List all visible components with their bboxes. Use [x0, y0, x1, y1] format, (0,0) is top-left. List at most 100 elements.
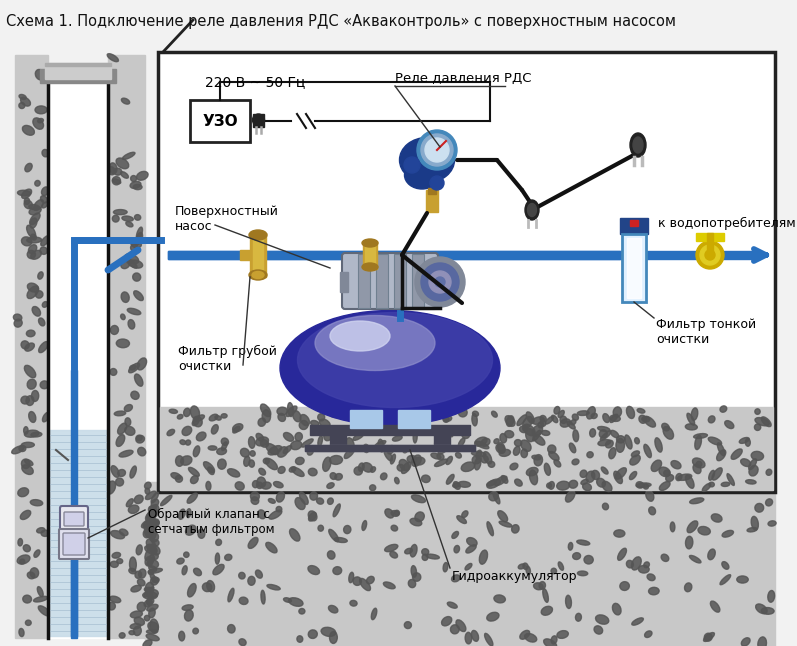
Ellipse shape	[125, 426, 135, 435]
Ellipse shape	[145, 557, 153, 566]
Ellipse shape	[228, 589, 234, 602]
Ellipse shape	[21, 396, 29, 404]
Ellipse shape	[380, 473, 387, 480]
Ellipse shape	[577, 411, 589, 415]
Ellipse shape	[487, 479, 501, 488]
Ellipse shape	[22, 443, 34, 448]
Ellipse shape	[206, 481, 211, 490]
Ellipse shape	[188, 468, 199, 476]
Ellipse shape	[144, 616, 150, 621]
Ellipse shape	[523, 417, 532, 428]
Ellipse shape	[37, 587, 43, 597]
Ellipse shape	[330, 428, 337, 435]
Ellipse shape	[461, 462, 475, 472]
Ellipse shape	[112, 176, 120, 185]
Ellipse shape	[581, 479, 588, 484]
Ellipse shape	[308, 566, 320, 574]
Ellipse shape	[353, 433, 364, 441]
Ellipse shape	[755, 503, 764, 512]
Ellipse shape	[12, 446, 24, 453]
Ellipse shape	[552, 415, 558, 422]
Ellipse shape	[693, 464, 701, 474]
Ellipse shape	[22, 465, 33, 474]
Ellipse shape	[22, 189, 32, 198]
Ellipse shape	[233, 424, 243, 432]
Ellipse shape	[38, 318, 45, 326]
Ellipse shape	[120, 172, 128, 178]
Circle shape	[421, 263, 459, 301]
Ellipse shape	[450, 625, 459, 634]
Bar	[630, 220, 638, 226]
Ellipse shape	[328, 551, 335, 559]
Ellipse shape	[603, 503, 609, 510]
Ellipse shape	[139, 569, 146, 578]
Ellipse shape	[415, 415, 425, 426]
Ellipse shape	[250, 451, 255, 456]
Ellipse shape	[551, 636, 557, 644]
Ellipse shape	[748, 459, 756, 470]
Ellipse shape	[391, 510, 399, 516]
Ellipse shape	[659, 481, 670, 490]
Ellipse shape	[183, 605, 193, 610]
Ellipse shape	[577, 540, 590, 545]
Ellipse shape	[300, 415, 309, 426]
Ellipse shape	[649, 507, 656, 515]
Ellipse shape	[295, 433, 302, 441]
Ellipse shape	[125, 418, 131, 426]
Ellipse shape	[655, 438, 662, 452]
Ellipse shape	[122, 216, 133, 221]
Ellipse shape	[288, 402, 293, 417]
Ellipse shape	[328, 605, 338, 613]
Ellipse shape	[22, 459, 30, 468]
Ellipse shape	[24, 426, 28, 434]
Ellipse shape	[749, 465, 758, 476]
Ellipse shape	[129, 260, 143, 268]
Ellipse shape	[133, 627, 141, 636]
Bar	[305, 445, 475, 451]
Ellipse shape	[261, 404, 271, 417]
Ellipse shape	[26, 396, 34, 406]
Ellipse shape	[363, 463, 372, 472]
Ellipse shape	[318, 413, 324, 421]
Ellipse shape	[446, 474, 454, 484]
Ellipse shape	[217, 448, 226, 455]
Ellipse shape	[533, 583, 543, 590]
Ellipse shape	[689, 556, 701, 563]
Ellipse shape	[153, 578, 159, 583]
Ellipse shape	[238, 572, 245, 579]
Ellipse shape	[143, 640, 152, 646]
Ellipse shape	[330, 473, 336, 479]
Ellipse shape	[261, 482, 271, 489]
Ellipse shape	[145, 530, 153, 538]
Bar	[253, 235, 263, 275]
Ellipse shape	[671, 461, 681, 469]
Ellipse shape	[261, 440, 269, 447]
Bar	[426, 190, 438, 212]
Ellipse shape	[551, 568, 556, 574]
Bar	[305, 445, 475, 451]
Ellipse shape	[308, 511, 317, 521]
Ellipse shape	[249, 437, 255, 448]
Ellipse shape	[19, 629, 24, 636]
Ellipse shape	[112, 215, 119, 222]
Ellipse shape	[128, 308, 141, 315]
Text: Схема 1. Подключение реле давления РДС «Акваконтроль» с поверхностным насосом: Схема 1. Подключение реле давления РДС «…	[6, 14, 676, 29]
Ellipse shape	[514, 439, 522, 446]
Ellipse shape	[529, 470, 537, 484]
Ellipse shape	[186, 525, 196, 536]
Ellipse shape	[523, 426, 528, 431]
Ellipse shape	[112, 179, 121, 183]
Bar	[330, 433, 346, 447]
Ellipse shape	[363, 419, 372, 428]
Ellipse shape	[147, 559, 153, 566]
Ellipse shape	[758, 637, 767, 646]
Ellipse shape	[110, 368, 117, 375]
Ellipse shape	[147, 629, 158, 634]
Ellipse shape	[483, 452, 492, 464]
Ellipse shape	[554, 406, 559, 414]
Ellipse shape	[30, 568, 38, 578]
Ellipse shape	[37, 272, 43, 279]
Ellipse shape	[280, 311, 500, 426]
Ellipse shape	[636, 482, 644, 488]
Ellipse shape	[41, 187, 49, 196]
